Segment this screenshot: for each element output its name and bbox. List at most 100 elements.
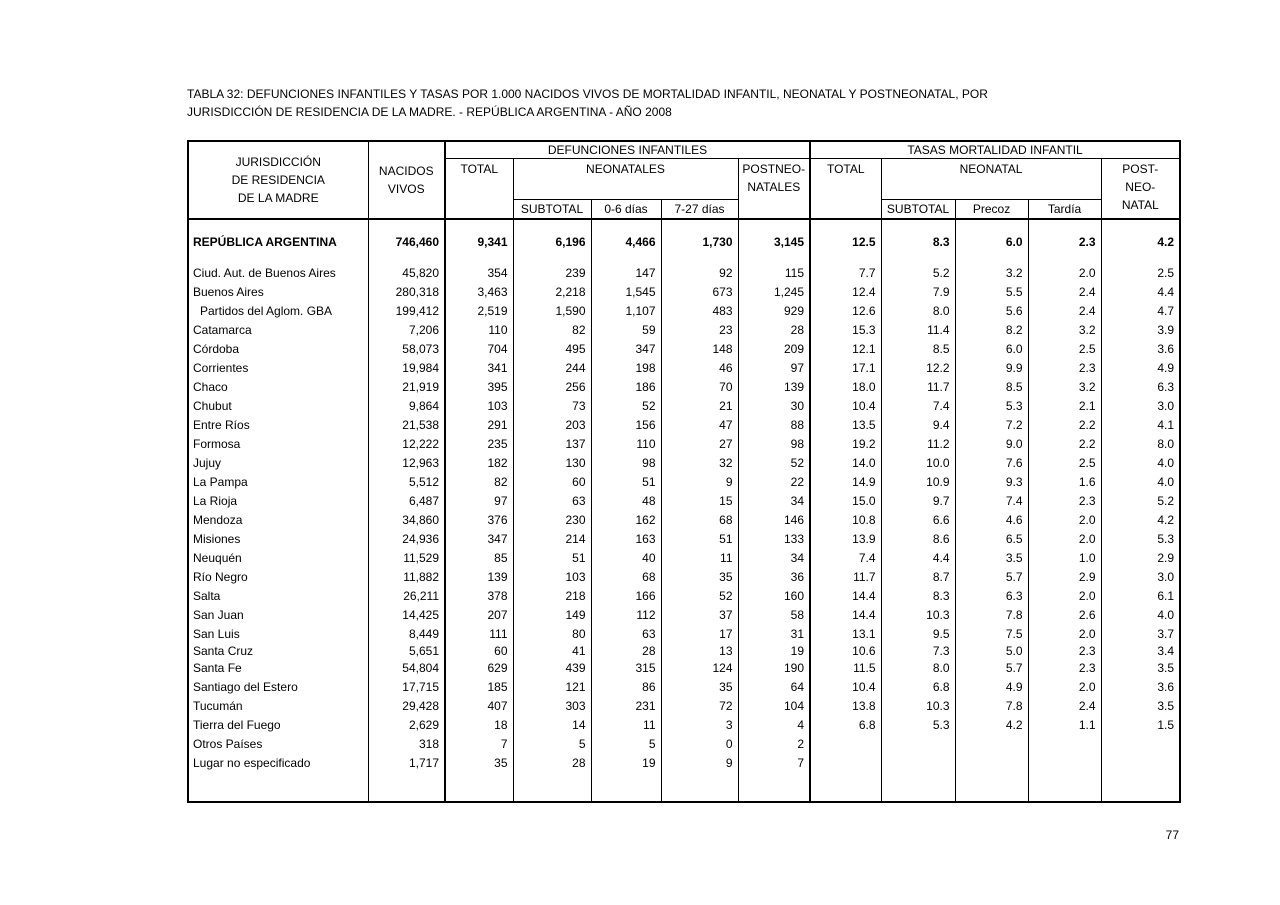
cell: 103 — [444, 397, 514, 416]
cell: 5.3 — [1100, 530, 1181, 549]
cell: 103 — [512, 568, 592, 587]
cell: 7.3 — [880, 644, 956, 659]
cell: 1,245 — [737, 283, 811, 302]
cell: 190 — [737, 659, 811, 678]
cell: 198 — [590, 359, 662, 378]
table-row: Catamarca 7,206 110 82 59 23 28 15.3 11.4 8.2 3.2 3… — [187, 321, 1181, 340]
cell: 12.6 — [809, 302, 882, 321]
cell: 2.2 — [1027, 435, 1102, 454]
cell: 10.8 — [809, 511, 882, 530]
cell: 17,715 — [367, 678, 446, 697]
cell: 5,512 — [367, 473, 446, 492]
cell: 13.5 — [809, 416, 882, 435]
cell: 929 — [737, 302, 811, 321]
header-postneonatales: POSTNEO- NATALES — [737, 158, 811, 219]
cell: 2.5 — [1027, 340, 1102, 359]
spacer-cell — [367, 773, 446, 802]
spacer-cell — [1027, 252, 1102, 264]
cell: 5.3 — [954, 397, 1029, 416]
statistics-table-container: JURISDICCIÓN DE RESIDENCIA DE LA MADRE N… — [187, 140, 1182, 803]
spacer-cell — [512, 252, 592, 264]
cell: 10.6 — [809, 644, 882, 659]
cell: 6.6 — [880, 511, 956, 530]
cell: 34 — [737, 549, 811, 568]
cell: 376 — [444, 511, 514, 530]
cell: 7 — [444, 735, 514, 754]
cell: 239 — [512, 264, 592, 283]
cell: 97 — [444, 492, 514, 511]
table-row: Chaco 21,919 395 256 186 70 139 18.0 11.7 8.5 3.2 6… — [187, 378, 1181, 397]
cell: 5 — [512, 735, 592, 754]
header-postneonatales-line: NATALES — [747, 180, 801, 194]
row-label: Santa Fe — [187, 659, 369, 678]
cell: 303 — [512, 697, 592, 716]
cell: 19 — [737, 644, 811, 659]
table-row: Santa Cruz 5,651 60 41 28 13 19 10.6 7.3 5.0 2.3 3.… — [187, 644, 1181, 659]
cell: 9.9 — [954, 359, 1029, 378]
cell: 82 — [512, 321, 592, 340]
cell: 10.9 — [880, 473, 956, 492]
table-row: Neuquén 11,529 85 51 40 11 34 7.4 4.4 3.5 1.0 2.9 — [187, 549, 1181, 568]
cell: 8.0 — [1100, 435, 1181, 454]
spacer-row — [187, 252, 1181, 264]
cell: 97 — [737, 359, 811, 378]
cell: 2.0 — [1027, 678, 1102, 697]
cell: 186 — [590, 378, 662, 397]
cell: 8.2 — [954, 321, 1029, 340]
cell: 7,206 — [367, 321, 446, 340]
cell: 18 — [444, 716, 514, 735]
cell: 35 — [660, 568, 739, 587]
row-label: Formosa — [187, 435, 369, 454]
header-postneonatales-line: POSTNEO- — [742, 162, 806, 176]
header-jurisdiction-line: DE LA MADRE — [237, 191, 319, 205]
table-row: San Luis 8,449 111 80 63 17 31 13.1 9.5 7.5 2.0 3.7 — [187, 625, 1181, 644]
cell: 2.3 — [1027, 644, 1102, 659]
cell: 1.6 — [1027, 473, 1102, 492]
cell: 704 — [444, 340, 514, 359]
cell: 4.2 — [954, 716, 1029, 735]
cell: 315 — [590, 659, 662, 678]
cell: 8,449 — [367, 625, 446, 644]
cell: 230 — [512, 511, 592, 530]
spacer-cell — [954, 773, 1029, 802]
cell: 3,145 — [737, 219, 811, 252]
cell: 5.0 — [954, 644, 1029, 659]
table-row: Otros Países 318 7 5 5 0 2 — [187, 735, 1181, 754]
cell: 149 — [512, 606, 592, 625]
row-label: Corrientes — [187, 359, 369, 378]
cell: 3.2 — [954, 264, 1029, 283]
cell: 2.4 — [1027, 697, 1102, 716]
header-defunciones-total: TOTAL — [444, 158, 514, 219]
cell: 32 — [660, 454, 739, 473]
cell — [1027, 735, 1102, 754]
cell: 15 — [660, 492, 739, 511]
cell: 28 — [590, 644, 662, 659]
row-label: Otros Países — [187, 735, 369, 754]
cell: 395 — [444, 378, 514, 397]
spacer-cell — [880, 252, 956, 264]
cell: 27 — [660, 435, 739, 454]
spacer-cell — [1027, 773, 1102, 802]
cell: 4.1 — [1100, 416, 1181, 435]
table-row: Ciud. Aut. de Buenos Aires 45,820 354 239 14… — [187, 264, 1181, 283]
cell: 7.5 — [954, 625, 1029, 644]
cell: 18.0 — [809, 378, 882, 397]
cell: 12,963 — [367, 454, 446, 473]
table-title: TABLA 32: DEFUNCIONES INFANTILES Y TASAS… — [187, 85, 1187, 121]
cell: 2.0 — [1027, 625, 1102, 644]
cell: 156 — [590, 416, 662, 435]
cell: 19 — [590, 754, 662, 773]
cell: 70 — [660, 378, 739, 397]
cell: 2.0 — [1027, 511, 1102, 530]
cell: 5.7 — [954, 659, 1029, 678]
cell: 7.4 — [809, 549, 882, 568]
table-row: REPÚBLICA ARGENTINA 746,460 9,341 6,196 4,46… — [187, 219, 1181, 252]
cell: 73 — [512, 397, 592, 416]
cell: 68 — [590, 568, 662, 587]
cell: 35 — [444, 754, 514, 773]
spacer-cell — [590, 773, 662, 802]
table-row: Partidos del Aglom. GBA 199,412 2,519 1,590… — [187, 302, 1181, 321]
row-label: Río Negro — [187, 568, 369, 587]
table-row: Jujuy 12,963 182 130 98 32 52 14.0 10.0 7.6 2.5 4.0 — [187, 454, 1181, 473]
cell: 3,463 — [444, 283, 514, 302]
